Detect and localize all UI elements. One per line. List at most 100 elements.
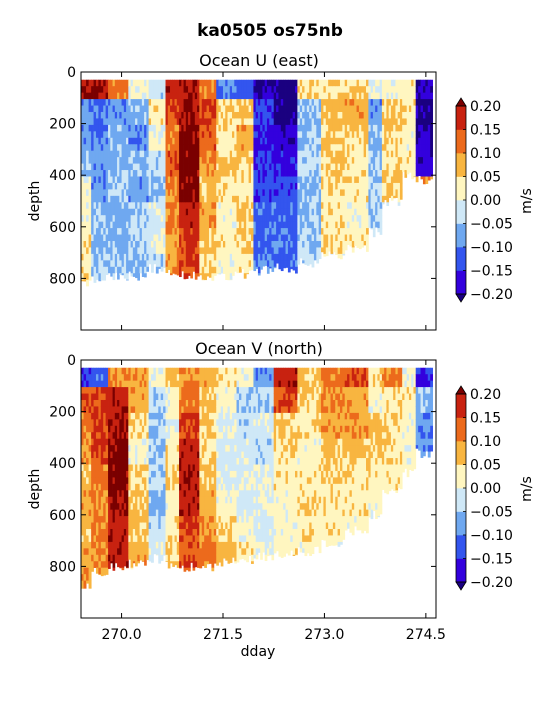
heatmap-cell (358, 111, 362, 119)
heatmap-cell (135, 137, 138, 145)
heatmap-cell (356, 86, 360, 94)
heatmap-cell (91, 477, 94, 485)
heatmap-cell (304, 182, 308, 190)
heatmap-cell (123, 393, 127, 401)
heatmap-cell (112, 195, 116, 203)
heatmap-cell (135, 150, 138, 158)
heatmap-cell (295, 137, 298, 145)
heatmap-cell (280, 144, 284, 152)
heatmap-cell (287, 157, 291, 164)
heatmap-cell (114, 496, 118, 504)
heatmap-cell (108, 445, 111, 452)
heatmap-cell (188, 189, 191, 197)
heatmap-cell (325, 144, 329, 152)
heatmap-cell (290, 111, 294, 119)
heatmap-cell (83, 535, 87, 543)
heatmap-cell (402, 105, 405, 113)
heatmap-cell (356, 124, 360, 132)
heatmap-cell (83, 266, 87, 274)
heatmap-cell (126, 380, 129, 388)
heatmap-cell (117, 273, 120, 280)
heatmap-cell (105, 273, 109, 275)
heatmap-cell (363, 79, 367, 87)
heatmap-cell (123, 208, 127, 216)
heatmap-cell (339, 182, 343, 190)
heatmap-cell (290, 124, 294, 132)
heatmap-cell (126, 412, 129, 420)
heatmap-cell (285, 99, 289, 106)
heatmap-cell (83, 548, 87, 556)
heatmap-cell (402, 124, 405, 132)
heatmap-cell (88, 509, 92, 517)
heatmap-cell (418, 131, 421, 139)
heatmap-cell (285, 189, 289, 197)
heatmap-cell (354, 182, 357, 190)
heatmap-cell (93, 516, 97, 523)
heatmap-cell (370, 208, 374, 216)
heatmap-cell (86, 150, 90, 158)
heatmap-cell (304, 124, 308, 132)
heatmap-cell (276, 182, 279, 190)
heatmap-cell (304, 99, 308, 106)
heatmap-cell (356, 131, 360, 139)
heatmap-cell (183, 99, 187, 106)
heatmap-cell (112, 458, 116, 465)
heatmap-cell (112, 451, 116, 459)
heatmap-cell (160, 234, 164, 242)
heatmap-cell (110, 150, 113, 158)
heatmap-cell (206, 86, 210, 94)
heatmap-cell (163, 150, 166, 158)
heatmap-cell (229, 202, 233, 210)
heatmap-cell (88, 111, 92, 119)
heatmap-cell (148, 150, 152, 158)
heatmap-cell (227, 240, 231, 248)
heatmap-cell (220, 124, 224, 132)
heatmap-cell (163, 144, 166, 152)
heatmap-cell (81, 419, 84, 427)
heatmap-cell (418, 105, 421, 113)
heatmap-cell (241, 86, 245, 94)
heatmap-cell (302, 202, 305, 210)
heatmap-cell (204, 150, 207, 158)
heatmap-cell (234, 240, 237, 248)
heatmap-cell (232, 150, 235, 158)
heatmap-cell (121, 509, 125, 517)
heatmap-cell (91, 483, 94, 491)
heatmap-cell (349, 176, 353, 184)
heatmap-cell (208, 144, 212, 152)
heatmap-cell (128, 228, 131, 235)
heatmap-cell (185, 131, 189, 139)
heatmap-cell (246, 79, 249, 87)
heatmap-cell (181, 150, 184, 158)
colorbar-segment (456, 129, 466, 154)
heatmap-cell (165, 79, 169, 87)
heatmap-cell (390, 144, 394, 152)
heatmap-cell (83, 503, 87, 511)
heatmap-cell (105, 228, 109, 235)
heatmap-cell (406, 99, 410, 106)
heatmap-cell (160, 221, 164, 229)
heatmap-cell (88, 503, 92, 511)
heatmap-cell (379, 189, 383, 197)
heatmap-cell (108, 367, 111, 375)
heatmap-cell (257, 124, 261, 132)
heatmap-cell (325, 105, 329, 113)
heatmap-cell (197, 99, 200, 106)
heatmap-cell (375, 176, 378, 184)
heatmap-cell (123, 92, 127, 100)
heatmap-cell (332, 182, 336, 190)
heatmap-cell (339, 131, 343, 139)
heatmap-cell (316, 228, 320, 235)
heatmap-cell (248, 266, 252, 271)
heatmap-cell (128, 105, 131, 113)
heatmap-cell (377, 105, 381, 113)
heatmap-cell (255, 253, 259, 261)
heatmap-cell (211, 253, 215, 261)
heatmap-cell (225, 111, 228, 119)
heatmap-cell (181, 163, 184, 171)
heatmap-cell (176, 99, 180, 106)
heatmap-cell (81, 516, 84, 523)
heatmap-cell (181, 137, 184, 145)
heatmap-cell (384, 189, 387, 197)
heatmap-cell (347, 144, 350, 152)
